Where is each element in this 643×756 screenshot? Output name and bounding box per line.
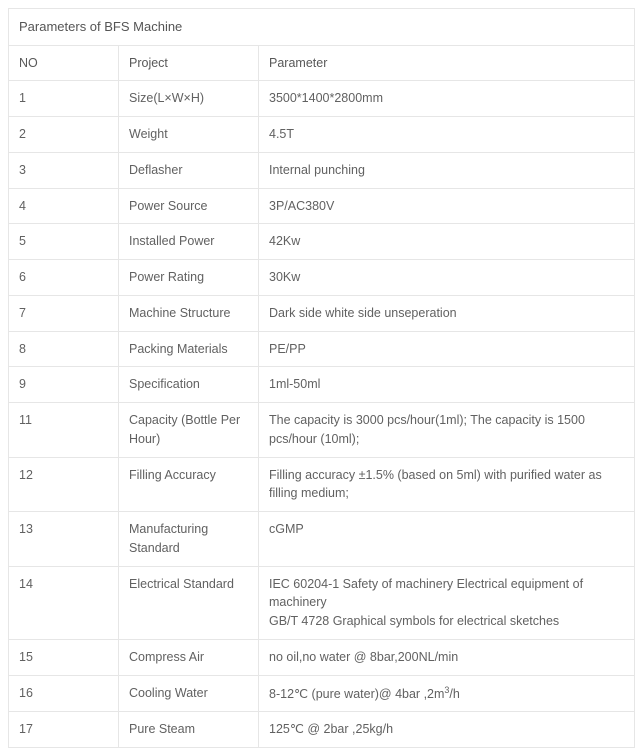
cell-parameter: 3P/AC380V (259, 188, 635, 224)
cell-project: Installed Power (119, 224, 259, 260)
table-body: Parameters of BFS Machine NO Project Par… (9, 9, 635, 748)
table-row: 12Filling AccuracyFilling accuracy ±1.5%… (9, 457, 635, 512)
cell-no: 17 (9, 712, 119, 748)
cell-project: Pure Steam (119, 712, 259, 748)
cell-no: 8 (9, 331, 119, 367)
cell-parameter: 4.5T (259, 117, 635, 153)
cell-parameter: 30Kw (259, 260, 635, 296)
table-row: 4Power Source3P/AC380V (9, 188, 635, 224)
cell-parameter: no oil,no water @ 8bar,200NL/min (259, 639, 635, 675)
col-header-parameter: Parameter (259, 45, 635, 81)
cell-project: Size(L×W×H) (119, 81, 259, 117)
table-row: 16Cooling Water8-12℃ (pure water)@ 4bar … (9, 675, 635, 712)
table-row: 17Pure Steam125℃ @ 2bar ,25kg/h (9, 712, 635, 748)
cell-no: 6 (9, 260, 119, 296)
cell-parameter: 3500*1400*2800mm (259, 81, 635, 117)
table-row: 2Weight4.5T (9, 117, 635, 153)
cell-parameter: 8-12℃ (pure water)@ 4bar ,2m3/h (259, 675, 635, 712)
cell-project: Specification (119, 367, 259, 403)
cell-project: Power Rating (119, 260, 259, 296)
cell-project: Filling Accuracy (119, 457, 259, 512)
cell-project: Capacity (Bottle Per Hour) (119, 403, 259, 458)
cell-no: 13 (9, 512, 119, 567)
cell-no: 16 (9, 675, 119, 712)
cell-parameter: cGMP (259, 512, 635, 567)
cell-parameter: PE/PP (259, 331, 635, 367)
cell-parameter: IEC 60204-1 Safety of machinery Electric… (259, 566, 635, 639)
table-row: 7Machine StructureDark side white side u… (9, 295, 635, 331)
cell-project: Cooling Water (119, 675, 259, 712)
table-row: 1Size(L×W×H)3500*1400*2800mm (9, 81, 635, 117)
table-row: 5Installed Power42Kw (9, 224, 635, 260)
cell-project: Machine Structure (119, 295, 259, 331)
table-row: 3DeflasherInternal punching (9, 152, 635, 188)
title-row: Parameters of BFS Machine (9, 9, 635, 46)
parameters-table: Parameters of BFS Machine NO Project Par… (8, 8, 635, 748)
cell-project: Power Source (119, 188, 259, 224)
cell-parameter: 1ml-50ml (259, 367, 635, 403)
cell-parameter: The capacity is 3000 pcs/hour(1ml); The … (259, 403, 635, 458)
cell-no: 9 (9, 367, 119, 403)
cell-no: 14 (9, 566, 119, 639)
cell-no: 4 (9, 188, 119, 224)
table-row: 11Capacity (Bottle Per Hour)The capacity… (9, 403, 635, 458)
cell-project: Manufacturing Standard (119, 512, 259, 567)
cell-parameter: 42Kw (259, 224, 635, 260)
header-row: NO Project Parameter (9, 45, 635, 81)
cell-parameter: 125℃ @ 2bar ,25kg/h (259, 712, 635, 748)
cell-no: 2 (9, 117, 119, 153)
col-header-no: NO (9, 45, 119, 81)
cell-no: 15 (9, 639, 119, 675)
table-row: 14Electrical StandardIEC 60204-1 Safety … (9, 566, 635, 639)
cell-project: Packing Materials (119, 331, 259, 367)
table-row: 9Specification1ml-50ml (9, 367, 635, 403)
table-row: 6Power Rating30Kw (9, 260, 635, 296)
cell-no: 3 (9, 152, 119, 188)
cell-no: 12 (9, 457, 119, 512)
cell-no: 7 (9, 295, 119, 331)
table-row: 8Packing MaterialsPE/PP (9, 331, 635, 367)
col-header-project: Project (119, 45, 259, 81)
cell-parameter: Filling accuracy ±1.5% (based on 5ml) wi… (259, 457, 635, 512)
cell-project: Compress Air (119, 639, 259, 675)
cell-project: Electrical Standard (119, 566, 259, 639)
cell-project: Weight (119, 117, 259, 153)
table-row: 15Compress Airno oil,no water @ 8bar,200… (9, 639, 635, 675)
cell-parameter: Dark side white side unseperation (259, 295, 635, 331)
cell-no: 11 (9, 403, 119, 458)
table-row: 13Manufacturing StandardcGMP (9, 512, 635, 567)
cell-parameter: Internal punching (259, 152, 635, 188)
cell-no: 1 (9, 81, 119, 117)
cell-project: Deflasher (119, 152, 259, 188)
table-title: Parameters of BFS Machine (9, 9, 635, 46)
cell-no: 5 (9, 224, 119, 260)
